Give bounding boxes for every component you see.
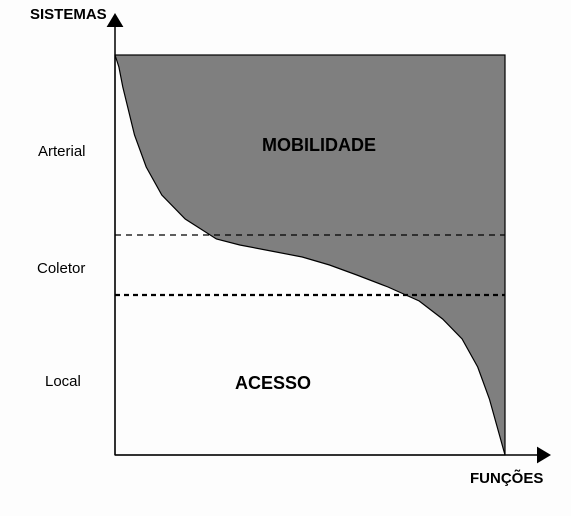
y-label-arterial: Arterial (38, 143, 86, 160)
region-label-acesso: ACESSO (235, 373, 311, 394)
x-axis-title: FUNÇÕES (470, 470, 543, 487)
diagram-container: SISTEMAS FUNÇÕES Arterial Coletor Local … (0, 0, 571, 516)
diagram-svg (0, 0, 571, 516)
region-label-mobilidade: MOBILIDADE (262, 135, 376, 156)
y-axis-title: SISTEMAS (30, 6, 107, 23)
y-label-coletor: Coletor (37, 260, 85, 277)
y-label-local: Local (45, 373, 81, 390)
